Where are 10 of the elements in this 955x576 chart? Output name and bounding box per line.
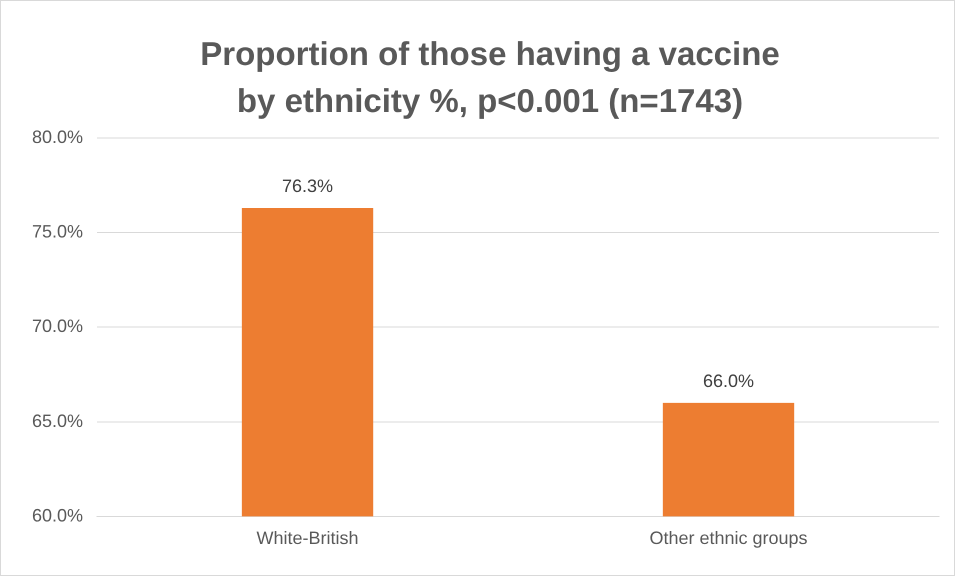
y-tick-label: 70.0% [32,316,84,336]
x-tick-label: Other ethnic groups [649,528,808,548]
y-tick-label: 60.0% [32,505,84,526]
y-tick-label: 65.0% [32,410,84,431]
x-tick-label: White-British [256,528,359,548]
data-label: 76.3% [282,176,334,196]
data-label: 66.0% [702,370,754,391]
chart-title: Proportion of those having a vaccine by ethnicity %, p<0.001 (n=1743) [200,34,780,121]
y-tick-label: 80.0% [32,126,84,147]
y-tick-label: 75.0% [32,222,84,242]
